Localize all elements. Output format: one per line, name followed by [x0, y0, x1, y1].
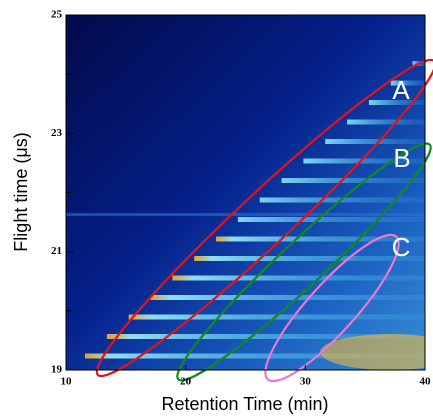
y-tick-label: 23	[51, 127, 63, 139]
annotation-ellipse	[176, 142, 432, 382]
x-tick-label: 30	[300, 376, 312, 388]
heatmap-band	[85, 353, 425, 359]
heatmap-band	[194, 256, 425, 261]
annotations: A B C	[95, 58, 433, 383]
x-axis-label: Retention Time (min)	[161, 394, 328, 414]
heatmap-band	[216, 236, 425, 242]
heatmap-band	[347, 119, 425, 125]
heatmap-band	[390, 80, 425, 86]
y-axis-label: Flight time (μs)	[11, 132, 31, 251]
annotation-label: B	[393, 143, 410, 173]
heatmap-hotspot	[320, 334, 425, 370]
y-tick-label: 21	[51, 245, 62, 257]
heatmap-band	[66, 213, 425, 216]
heatmap	[66, 15, 425, 370]
heatmap-band	[303, 158, 425, 164]
x-tick-label: 40	[420, 376, 432, 388]
heatmap-background	[66, 15, 425, 370]
y-tick-label: 19	[51, 364, 63, 376]
heatmap-band	[281, 178, 425, 183]
heatmap-band	[172, 275, 425, 281]
annotation-label: A	[392, 75, 410, 105]
heatmap-band	[106, 334, 425, 339]
heatmap-band	[325, 139, 425, 144]
x-tick-label: 10	[61, 376, 73, 388]
annotation-ellipse	[264, 233, 400, 383]
annotation-ellipse	[95, 58, 433, 378]
annotation-label: C	[392, 232, 411, 262]
heatmap-band	[237, 217, 425, 222]
y-tick-label: 25	[51, 9, 63, 21]
x-tick-label: 20	[180, 376, 192, 388]
heatmap-band	[150, 295, 425, 300]
heatmap-band	[368, 100, 425, 105]
